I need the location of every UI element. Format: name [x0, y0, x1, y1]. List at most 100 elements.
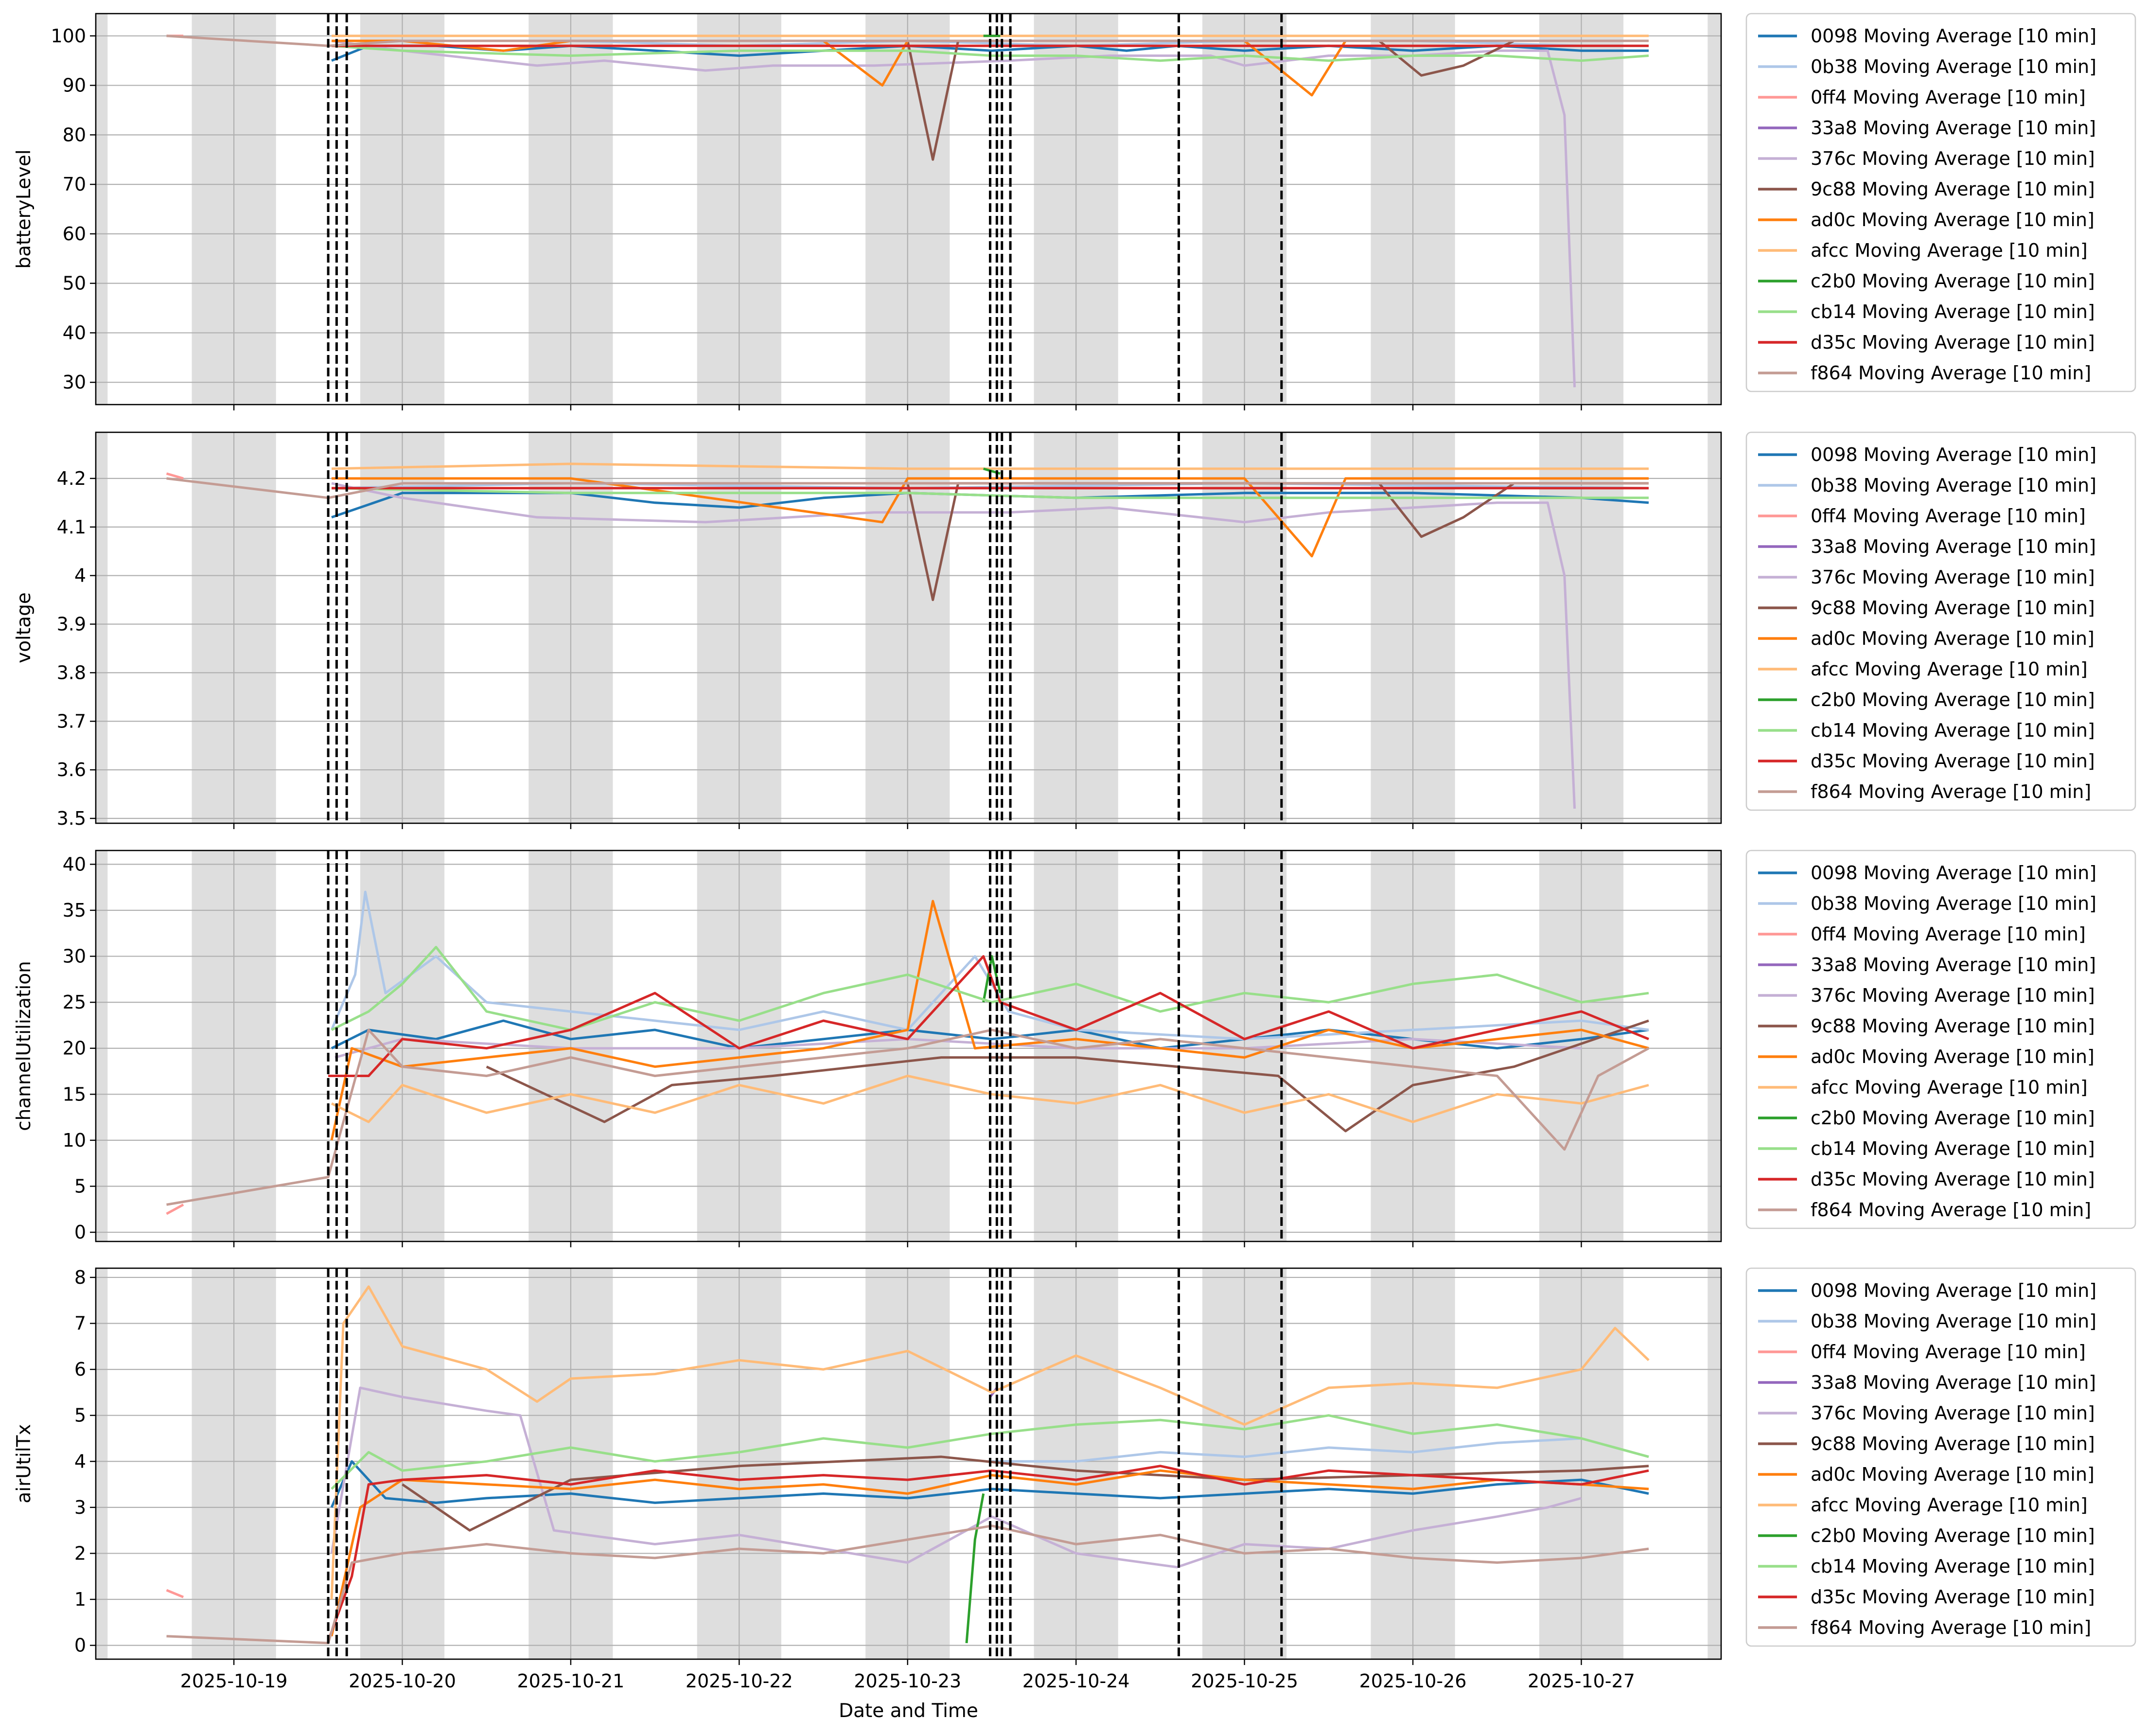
x-tick-label: 2025-10-20 — [349, 1670, 456, 1692]
x-tick-label: 2025-10-21 — [517, 1670, 624, 1692]
legend-label: 33a8 Moving Average [10 min] — [1811, 1372, 2096, 1393]
series-line-9c88 — [486, 1019, 1649, 1133]
legend-label: 9c88 Moving Average [10 min] — [1811, 597, 2095, 619]
legend-label: c2b0 Moving Average [10 min] — [1811, 1525, 2095, 1546]
series-line-0ff4 — [166, 1589, 184, 1598]
y-axis-label: channelUtilization — [13, 961, 35, 1131]
legend-label: cb14 Moving Average [10 min] — [1811, 1138, 2095, 1159]
series-line-d35c — [327, 1465, 1649, 1642]
night-band — [1708, 14, 1721, 405]
legend-label: c2b0 Moving Average [10 min] — [1811, 270, 2095, 292]
night-band — [1708, 1268, 1721, 1659]
y-tick-label: 30 — [63, 372, 86, 393]
legend-label: 0098 Moving Average [10 min] — [1811, 862, 2096, 884]
x-tick-label: 2025-10-22 — [686, 1670, 793, 1692]
y-tick-label: 3.6 — [57, 759, 86, 780]
y-axis-label: voltage — [13, 592, 35, 663]
y-tick-label: 4.2 — [57, 468, 86, 489]
series-line-9c88 — [402, 1455, 1649, 1532]
panel-airUtilTx: 0 1 2 3 4 5 6 7 8 airUtilTx 2025-10-19 2025-10-20 20… — [13, 1267, 2136, 1692]
night-band — [1708, 850, 1721, 1241]
series-line-0b38 — [330, 890, 1649, 1041]
y-tick-label: 5 — [74, 1175, 86, 1197]
x-tick-label: 2025-10-25 — [1191, 1670, 1298, 1692]
y-tick-label: 15 — [63, 1083, 86, 1105]
y-tick-label: 35 — [63, 900, 86, 921]
y-tick-label: 0 — [74, 1635, 86, 1656]
legend: 0098 Moving Average [10 min] 0b38 Moving … — [1745, 13, 2136, 392]
series-line-f864 — [166, 35, 1649, 47]
series-line-376c — [331, 39, 1576, 388]
series-line-376c — [330, 1386, 1582, 1569]
series-line-0098 — [330, 1460, 1649, 1508]
legend-label: 9c88 Moving Average [10 min] — [1811, 1433, 2095, 1454]
y-tick-label: 1 — [74, 1589, 86, 1610]
panel-batteryLevel: 30 40 50 60 70 80 90 100 batteryLevel 0098 Moving… — [13, 13, 2136, 410]
series-line-cb14 — [331, 946, 1649, 1031]
night-band — [96, 850, 108, 1241]
legend-label: f864 Moving Average [10 min] — [1811, 1617, 2091, 1638]
legend-label: 0b38 Moving Average [10 min] — [1811, 1311, 2096, 1332]
series-line-cb14 — [331, 1414, 1649, 1490]
x-tick-label: 2025-10-26 — [1359, 1670, 1467, 1692]
y-tick-label: 40 — [63, 853, 86, 875]
y-tick-label: 10 — [63, 1130, 86, 1151]
legend-label: 33a8 Moving Average [10 min] — [1811, 954, 2096, 975]
legend-label: c2b0 Moving Average [10 min] — [1811, 689, 2095, 710]
legend-label: 0ff4 Moving Average [10 min] — [1811, 87, 2086, 108]
y-tick-label: 4 — [74, 565, 86, 586]
plot-area — [96, 1268, 1721, 1659]
legend-label: 0ff4 Moving Average [10 min] — [1811, 1341, 2086, 1363]
panel-channelUtilization: 0 5 10 15 20 25 30 35 40 channelUtilization 0098 M… — [13, 850, 2136, 1247]
y-tick-label: 25 — [63, 992, 86, 1013]
y-tick-label: 3.9 — [57, 614, 86, 635]
series-line-0b38 — [992, 1437, 1649, 1463]
legend-frame — [1745, 431, 2136, 811]
y-tick-label: 4.1 — [57, 516, 86, 538]
y-tick-label: 90 — [63, 75, 86, 96]
plot-area — [96, 14, 1721, 405]
y-tick-label: 60 — [63, 223, 86, 245]
axes-frame — [95, 850, 1722, 1242]
legend-frame — [1745, 13, 2136, 392]
legend-label: 376c Moving Average [10 min] — [1811, 148, 2095, 169]
y-tick-label: 7 — [74, 1313, 86, 1334]
legend-label: 0098 Moving Average [10 min] — [1811, 444, 2096, 465]
legend-label: 0098 Moving Average [10 min] — [1811, 25, 2096, 47]
series-line-f864 — [166, 1028, 1650, 1206]
night-band — [96, 1268, 108, 1659]
axes-frame — [95, 13, 1722, 406]
legend-label: 376c Moving Average [10 min] — [1811, 567, 2095, 588]
y-tick-label: 80 — [63, 124, 86, 145]
legend-label: 0ff4 Moving Average [10 min] — [1811, 923, 2086, 945]
y-tick-label: 50 — [63, 273, 86, 294]
legend-label: ad0c Moving Average [10 min] — [1811, 1464, 2095, 1485]
legend-label: ad0c Moving Average [10 min] — [1811, 628, 2095, 649]
y-tick-label: 0 — [74, 1222, 86, 1243]
legend-label: 9c88 Moving Average [10 min] — [1811, 178, 2095, 200]
legend-label: cb14 Moving Average [10 min] — [1811, 720, 2095, 741]
y-axis-label: airUtilTx — [13, 1424, 35, 1503]
legend-label: 33a8 Moving Average [10 min] — [1811, 117, 2096, 139]
y-tick-label: 3 — [74, 1497, 86, 1518]
legend-label: ad0c Moving Average [10 min] — [1811, 209, 2095, 230]
legend-label: f864 Moving Average [10 min] — [1811, 1199, 2091, 1221]
series-line-cb14 — [331, 487, 1649, 499]
legend-label: cb14 Moving Average [10 min] — [1811, 1556, 2095, 1577]
legend-label: f864 Moving Average [10 min] — [1811, 781, 2091, 802]
legend-label: 0098 Moving Average [10 min] — [1811, 1280, 2096, 1301]
night-band — [96, 432, 108, 823]
y-tick-label: 100 — [51, 25, 86, 47]
legend-label: 376c Moving Average [10 min] — [1811, 1402, 2095, 1424]
series-line-0ff4 — [166, 1204, 184, 1215]
series-line-f864 — [166, 1524, 1649, 1645]
legend-label: afcc Moving Average [10 min] — [1811, 1494, 2088, 1516]
series-line-ad0c — [332, 477, 1649, 558]
series-line-0ff4 — [166, 472, 184, 480]
plot-area — [96, 850, 1721, 1241]
y-tick-label: 30 — [63, 946, 86, 967]
y-tick-label: 3.8 — [57, 662, 86, 683]
legend-label: c2b0 Moving Average [10 min] — [1811, 1107, 2095, 1129]
night-band — [1708, 432, 1721, 823]
